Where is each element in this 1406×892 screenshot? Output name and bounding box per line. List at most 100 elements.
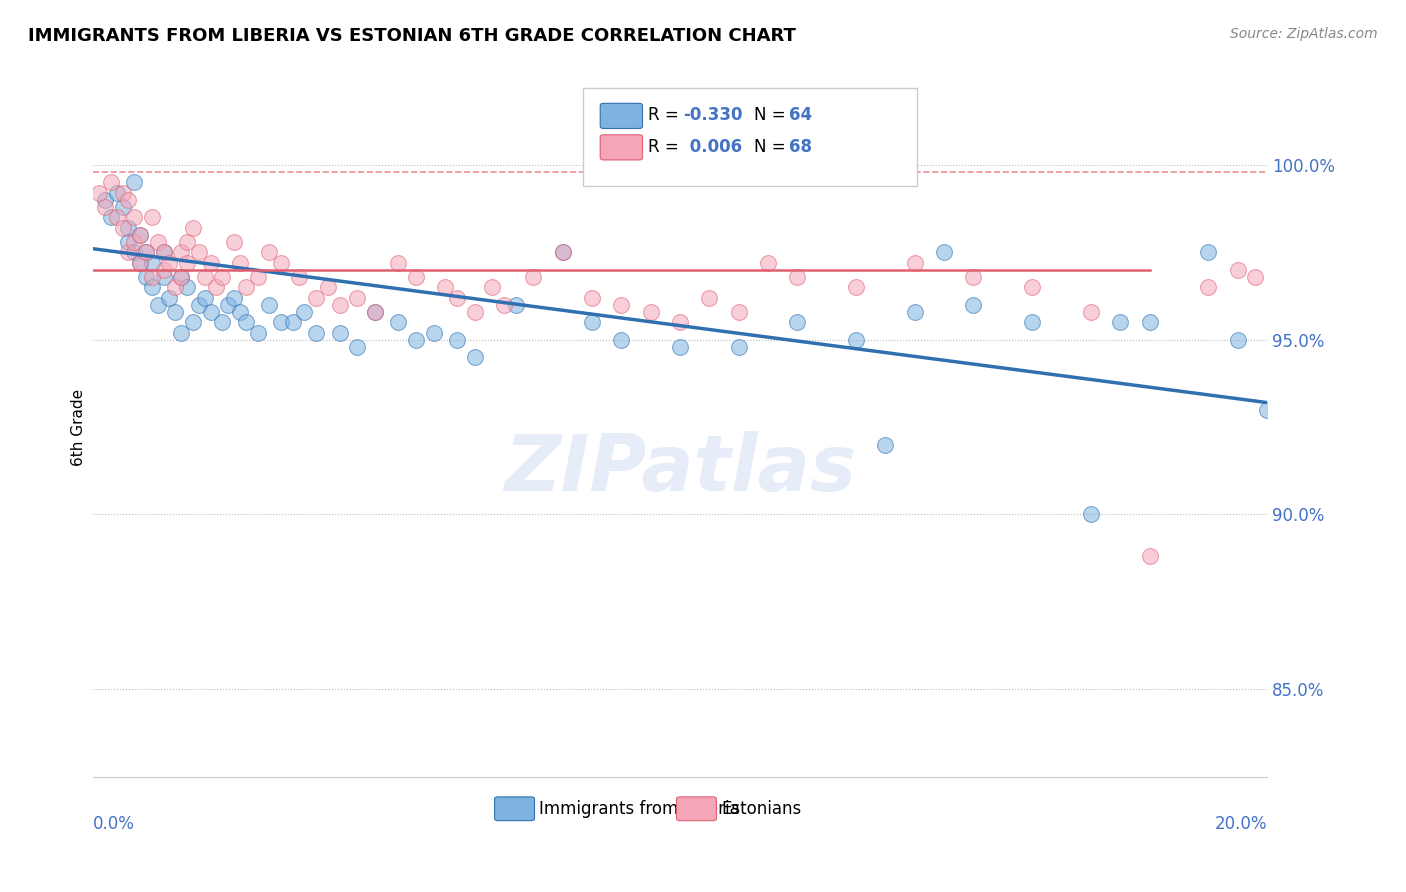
Text: N =: N = <box>754 137 790 156</box>
Point <box>170 245 193 260</box>
Point <box>904 304 927 318</box>
Point <box>100 175 122 189</box>
Point <box>1109 315 1132 329</box>
Point <box>1080 304 1102 318</box>
Point <box>141 211 163 225</box>
Text: 0.006: 0.006 <box>683 137 742 156</box>
Point <box>117 245 139 260</box>
Point <box>305 326 328 340</box>
Point <box>786 315 808 329</box>
Point <box>152 245 174 260</box>
Point <box>364 304 387 318</box>
Y-axis label: 6th Grade: 6th Grade <box>72 389 86 466</box>
Point <box>1139 549 1161 564</box>
Point <box>165 304 187 318</box>
Point <box>200 304 222 318</box>
Point <box>170 269 193 284</box>
Point <box>135 245 157 260</box>
Point <box>1244 269 1267 284</box>
Point <box>152 269 174 284</box>
Point <box>387 256 409 270</box>
Point <box>229 304 252 318</box>
Point <box>270 315 292 329</box>
Point <box>222 235 245 249</box>
Point <box>281 315 304 329</box>
Point <box>235 280 257 294</box>
Point <box>176 256 198 270</box>
Point <box>122 211 145 225</box>
Point <box>434 280 457 294</box>
Point <box>1226 262 1249 277</box>
Point <box>246 269 269 284</box>
Point <box>1197 245 1219 260</box>
Point <box>845 333 868 347</box>
FancyBboxPatch shape <box>495 797 534 821</box>
Point <box>129 256 152 270</box>
Text: 68: 68 <box>789 137 813 156</box>
Point <box>270 256 292 270</box>
Point <box>610 333 633 347</box>
Point <box>405 333 427 347</box>
Point <box>229 256 252 270</box>
Point <box>111 200 134 214</box>
Point <box>111 186 134 200</box>
Text: N =: N = <box>754 106 790 124</box>
Text: Estonians: Estonians <box>721 800 801 818</box>
Point <box>669 340 692 354</box>
Text: R =: R = <box>648 137 685 156</box>
Point <box>727 340 749 354</box>
Point <box>105 186 128 200</box>
Point <box>1080 508 1102 522</box>
Point <box>176 235 198 249</box>
Text: ZIPatlas: ZIPatlas <box>503 431 856 507</box>
Point <box>1197 280 1219 294</box>
Point <box>962 298 984 312</box>
Point <box>257 245 280 260</box>
Point <box>165 280 187 294</box>
Text: 0.0%: 0.0% <box>93 815 135 833</box>
Point <box>94 200 117 214</box>
Point <box>117 220 139 235</box>
Point <box>141 280 163 294</box>
Point <box>141 256 163 270</box>
Point <box>329 326 352 340</box>
Point <box>129 256 152 270</box>
Point <box>170 269 193 284</box>
Point <box>217 298 239 312</box>
Point <box>845 280 868 294</box>
Point <box>194 291 217 305</box>
Point <box>551 245 574 260</box>
Point <box>200 256 222 270</box>
Point <box>122 175 145 189</box>
Point <box>246 326 269 340</box>
Text: IMMIGRANTS FROM LIBERIA VS ESTONIAN 6TH GRADE CORRELATION CHART: IMMIGRANTS FROM LIBERIA VS ESTONIAN 6TH … <box>28 27 796 45</box>
Point <box>181 315 204 329</box>
Point <box>522 269 544 284</box>
Point <box>1226 333 1249 347</box>
Point <box>111 220 134 235</box>
Point <box>305 291 328 305</box>
Point <box>464 350 486 364</box>
FancyBboxPatch shape <box>582 88 917 186</box>
Point <box>152 262 174 277</box>
Point <box>346 291 368 305</box>
Point <box>135 269 157 284</box>
Point <box>205 280 228 294</box>
Point <box>1021 280 1043 294</box>
FancyBboxPatch shape <box>600 135 643 160</box>
Point <box>141 269 163 284</box>
Point <box>105 211 128 225</box>
Point <box>875 437 897 451</box>
Text: -0.330: -0.330 <box>683 106 742 124</box>
Point <box>117 193 139 207</box>
Point <box>187 245 209 260</box>
Point <box>481 280 503 294</box>
Point <box>464 304 486 318</box>
Point <box>756 256 779 270</box>
Point <box>122 235 145 249</box>
Point <box>159 291 181 305</box>
Point <box>346 340 368 354</box>
Point <box>669 315 692 329</box>
Text: 64: 64 <box>789 106 813 124</box>
Point <box>135 245 157 260</box>
